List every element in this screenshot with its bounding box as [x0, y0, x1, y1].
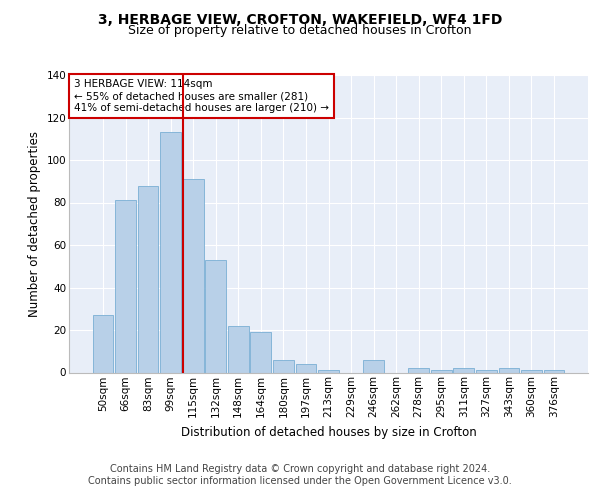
Bar — [137, 186, 158, 372]
Bar — [476, 370, 497, 372]
Text: Contains HM Land Registry data © Crown copyright and database right 2024.: Contains HM Land Registry data © Crown c… — [110, 464, 490, 474]
Bar — [544, 370, 565, 372]
Bar — [431, 370, 452, 372]
Bar — [273, 360, 294, 372]
Bar — [363, 360, 384, 372]
Bar — [296, 364, 316, 372]
Bar — [160, 132, 181, 372]
Bar — [115, 200, 136, 372]
X-axis label: Distribution of detached houses by size in Crofton: Distribution of detached houses by size … — [181, 426, 476, 438]
Text: Contains public sector information licensed under the Open Government Licence v3: Contains public sector information licen… — [88, 476, 512, 486]
Text: 3 HERBAGE VIEW: 114sqm
← 55% of detached houses are smaller (281)
41% of semi-de: 3 HERBAGE VIEW: 114sqm ← 55% of detached… — [74, 80, 329, 112]
Bar — [92, 315, 113, 372]
Text: Size of property relative to detached houses in Crofton: Size of property relative to detached ho… — [128, 24, 472, 37]
Bar — [250, 332, 271, 372]
Bar — [205, 260, 226, 372]
Text: 3, HERBAGE VIEW, CROFTON, WAKEFIELD, WF4 1FD: 3, HERBAGE VIEW, CROFTON, WAKEFIELD, WF4… — [98, 12, 502, 26]
Bar — [409, 368, 429, 372]
Bar — [318, 370, 339, 372]
Bar — [499, 368, 520, 372]
Bar — [183, 179, 203, 372]
Bar — [521, 370, 542, 372]
Bar — [228, 326, 248, 372]
Bar — [454, 368, 474, 372]
Y-axis label: Number of detached properties: Number of detached properties — [28, 130, 41, 317]
